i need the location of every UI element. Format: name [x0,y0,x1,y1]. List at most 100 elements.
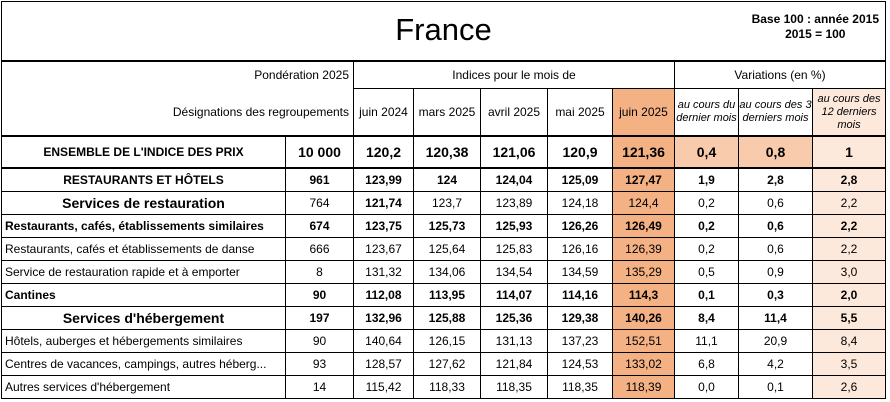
row-value: 120,2 [353,135,414,169]
row-value: 126,16 [547,237,613,261]
row-variation: 1 [812,135,886,169]
row-variation: 3,5 [812,352,886,376]
header-variation-12m: au cours des 12 derniers mois [812,88,886,137]
row-variation: 2,8 [738,167,813,192]
row-variation: 5,5 [812,306,886,330]
row-value: 114,16 [547,283,613,307]
row-weight: 14 [285,375,354,399]
row-value: 134,54 [480,260,548,284]
row-variation: 2,8 [812,167,886,192]
row-variation: 2,6 [812,375,886,399]
header-variation-1m: au cours du dernier mois [674,88,739,137]
row-variation: 8,4 [812,329,886,353]
row-weight: 10 000 [285,135,354,169]
row-value: 123,67 [353,237,414,261]
row-value: 126,26 [547,214,613,238]
row-value-current: 114,3 [612,283,675,307]
row-variation: 20,9 [738,329,813,353]
row-variation: 11,1 [674,329,739,353]
row-value: 131,13 [480,329,548,353]
row-value: 118,35 [480,375,548,399]
row-value: 121,84 [480,352,548,376]
row-variation: 2,2 [812,237,886,261]
header-indices-group: Indices pour le mois de [353,60,675,89]
row-label: Restaurants, cafés et établissements de … [1,237,286,261]
base-note-line-2: 2015 = 100 [785,27,846,41]
row-weight: 197 [285,306,354,330]
table-row: Services d'hébergement 197 132,96 125,88… [1,306,886,330]
row-label: Services d'hébergement [1,306,286,330]
row-value: 118,35 [547,375,613,399]
row-value-current: 126,49 [612,214,675,238]
row-value-current: 124,4 [612,191,675,215]
row-value: 125,88 [413,306,481,330]
header-month: mai 2025 [547,88,613,137]
row-label: Hôtels, auberges et hébergements similai… [1,329,286,353]
row-variation: 0,2 [674,214,739,238]
row-label: Autres services d'hébergement [1,375,286,399]
table-row: Autres services d'hébergement 14 115,42 … [1,375,886,399]
row-value: 126,15 [413,329,481,353]
row-value: 132,96 [353,306,414,330]
row-label: RESTAURANTS ET HÔTELS [1,167,286,192]
row-value: 127,62 [413,352,481,376]
row-value: 120,38 [413,135,481,169]
row-value-current: 121,36 [612,135,675,169]
row-variation: 2,2 [812,214,886,238]
row-value: 124,18 [547,191,613,215]
row-weight: 674 [285,214,354,238]
row-variation: 0,9 [738,260,813,284]
row-value: 140,64 [353,329,414,353]
table-row: Restaurants, cafés, établissements simil… [1,214,886,238]
base-note-line-1: Base 100 : année 2015 [751,12,879,26]
header-month: avril 2025 [480,88,548,137]
row-value: 120,9 [547,135,613,169]
row-label: Service de restauration rapide et à empo… [1,260,286,284]
row-value: 124 [413,167,481,192]
row-weight: 764 [285,191,354,215]
row-variation: 0,6 [738,191,813,215]
row-variation: 0,4 [674,135,739,169]
row-variation: 0,3 [738,283,813,307]
row-value: 125,93 [480,214,548,238]
row-variation: 0,6 [738,214,813,238]
base-note: Base 100 : année 2015 2015 = 100 [752,12,879,42]
row-value-current: 140,26 [612,306,675,330]
row-weight: 90 [285,329,354,353]
title-cell: France Base 100 : année 2015 2015 = 100 [1,1,886,62]
row-value-current: 135,29 [612,260,675,284]
row-variation: 0,8 [738,135,813,169]
header-variations-group: Variations (en %) [674,60,886,89]
row-variation: 0,2 [674,237,739,261]
row-value: 118,33 [413,375,481,399]
row-value-current: 127,47 [612,167,675,192]
row-value-current: 118,39 [612,375,675,399]
row-variation: 2,2 [812,191,886,215]
table-row-total: ENSEMBLE DE L'INDICE DES PRIX 10 000 120… [1,135,886,169]
table-row: Cantines 90 112,08 113,95 114,07 114,16 … [1,283,886,307]
table-row: Centres de vacances, campings, autres hé… [1,352,886,376]
header-variation-3m: au cours des 3 derniers mois [738,88,813,137]
row-value-current: 152,51 [612,329,675,353]
row-value: 131,32 [353,260,414,284]
row-variation: 0,5 [674,260,739,284]
row-label: Cantines [1,283,286,307]
row-label: Centres de vacances, campings, autres hé… [1,352,286,376]
row-value: 121,06 [480,135,548,169]
row-value: 115,42 [353,375,414,399]
header-designations: Désignations des regroupements [1,88,354,137]
row-value: 129,38 [547,306,613,330]
row-variation: 0,0 [674,375,739,399]
row-value: 134,06 [413,260,481,284]
header-month-current: juin 2025 [612,88,675,137]
row-value: 125,36 [480,306,548,330]
table-row: Service de restauration rapide et à empo… [1,260,886,284]
table-row: Services de restauration 764 121,74 123,… [1,191,886,215]
row-variation: 0,1 [738,375,813,399]
row-value: 123,7 [413,191,481,215]
row-variation: 8,4 [674,306,739,330]
row-value: 125,83 [480,237,548,261]
row-variation: 1,9 [674,167,739,192]
